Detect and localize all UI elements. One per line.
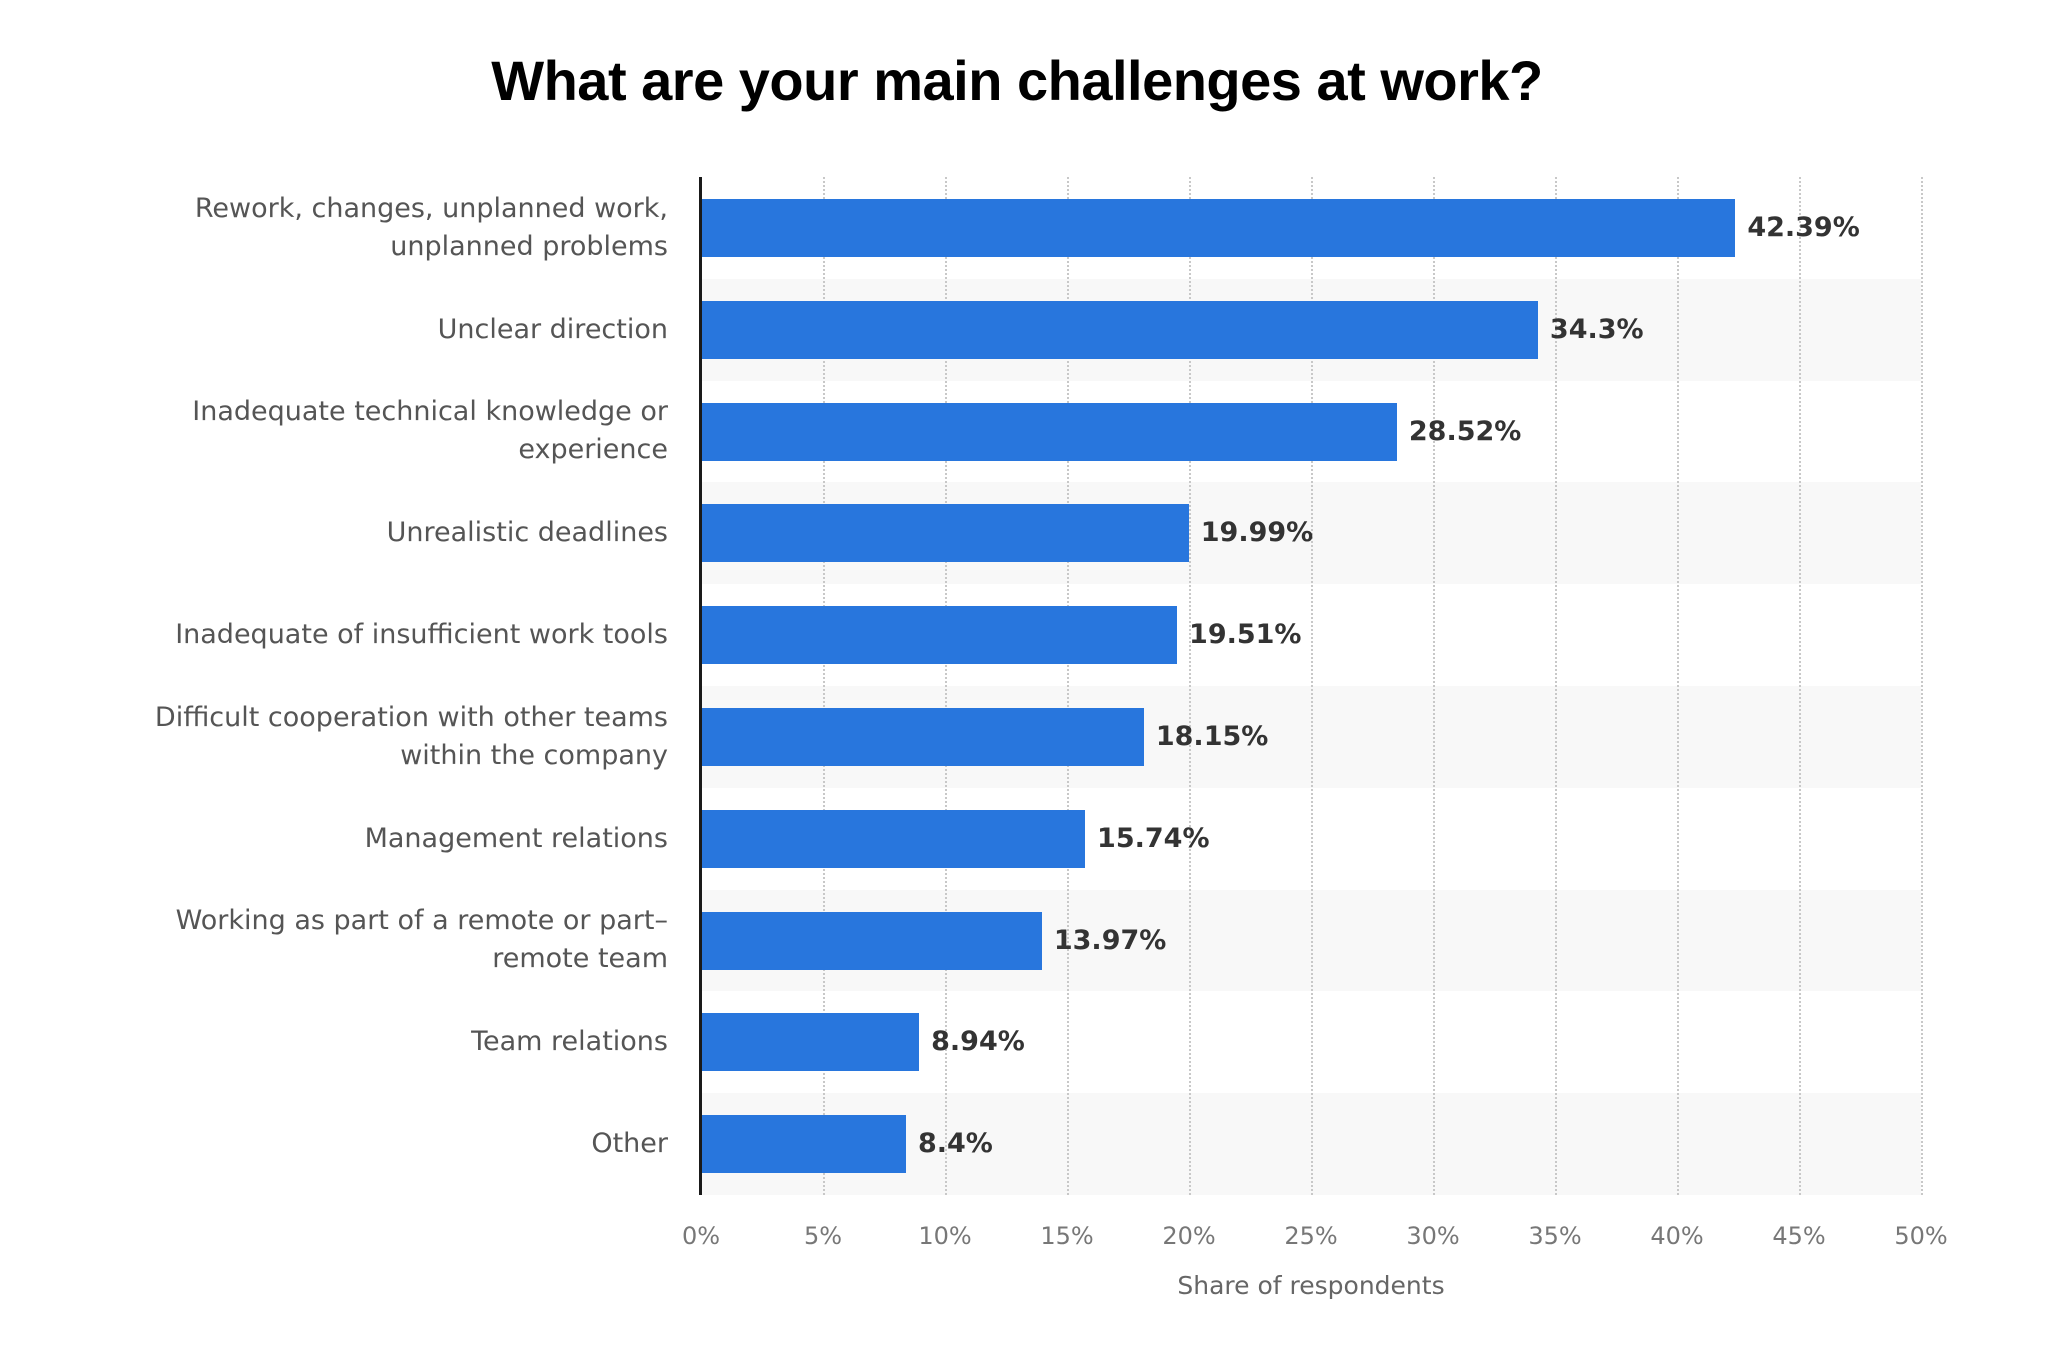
category-label-line: Difficult cooperation with other teams	[154, 701, 668, 733]
x-tick-label: 5%	[803, 1222, 843, 1250]
plot-area: 42.39% 34.3% 28.52% 19.99% 19.51% 18.15% 15.74…	[699, 177, 1923, 1195]
category-label-line: remote team	[492, 943, 668, 975]
category-label: Team relations	[48, 991, 668, 1093]
bar-value-label: 13.97%	[1053, 924, 1167, 956]
gridline	[1921, 177, 1923, 1195]
category-label: Unclear direction	[48, 279, 668, 381]
x-tick-label: 15%	[1040, 1222, 1094, 1250]
x-tick-label: 45%	[1772, 1222, 1826, 1250]
x-tick-label: 20%	[1162, 1222, 1216, 1250]
bar[interactable]	[701, 707, 1144, 766]
category-label-line: Unrealistic deadlines	[386, 517, 668, 549]
category-label-line: Team relations	[471, 1026, 668, 1058]
bar-value-label: 28.52%	[1408, 415, 1522, 447]
category-label-line: Inadequate technical knowledge or	[192, 396, 668, 428]
category-label: Other	[48, 1093, 668, 1195]
gridline	[1799, 177, 1801, 1195]
category-label-line: Inadequate of insufficient work tools	[175, 619, 668, 651]
bar[interactable]	[701, 809, 1086, 868]
bar-value-label: 42.39%	[1747, 211, 1860, 243]
bar[interactable]	[701, 1115, 906, 1174]
bar[interactable]	[701, 198, 1736, 257]
y-axis-line	[699, 177, 702, 1195]
category-label-line: Management relations	[364, 822, 668, 854]
bar-value-label: 18.15%	[1155, 720, 1269, 752]
x-tick-label: 10%	[918, 1222, 972, 1250]
gridline	[1067, 177, 1069, 1195]
category-label-line: Working as part of a remote or part–	[175, 905, 668, 937]
bar-value-label: 8.4%	[917, 1128, 993, 1160]
category-label: Difficult cooperation with other teams wi…	[48, 686, 668, 788]
bar-value-label: 34.3%	[1549, 313, 1644, 345]
category-label: Unrealistic deadlines	[48, 482, 668, 584]
bar-value-label: 15.74%	[1097, 822, 1210, 854]
gridline	[823, 177, 825, 1195]
category-label: Working as part of a remote or part– remo…	[48, 890, 668, 992]
gridline	[1555, 177, 1557, 1195]
x-tick-label: 0%	[681, 1222, 721, 1250]
gridline	[1433, 177, 1435, 1195]
bar[interactable]	[701, 606, 1178, 665]
bar[interactable]	[701, 504, 1189, 563]
category-label: Inadequate of insufficient work tools	[48, 584, 668, 686]
bar-value-label: 19.51%	[1189, 619, 1302, 651]
category-label-line: experience	[518, 434, 668, 466]
category-label-line: Unclear direction	[437, 313, 668, 345]
bar-value-label: 19.99%	[1200, 517, 1314, 549]
x-axis-title: Share of respondents	[1177, 1271, 1445, 1300]
category-label: Management relations	[48, 788, 668, 890]
x-tick-label: 25%	[1284, 1222, 1338, 1250]
bar[interactable]	[701, 402, 1397, 461]
x-tick-label: 35%	[1528, 1222, 1582, 1250]
category-label: Rework, changes, unplanned work, unplanne…	[48, 177, 668, 279]
x-tick-label: 40%	[1650, 1222, 1704, 1250]
category-label-line: within the company	[400, 739, 668, 771]
gridline	[1189, 177, 1191, 1195]
x-tick-label: 50%	[1894, 1222, 1948, 1250]
bar[interactable]	[701, 300, 1538, 359]
category-label-line: Other	[591, 1128, 668, 1160]
x-tick-label: 30%	[1406, 1222, 1460, 1250]
gridline	[945, 177, 947, 1195]
category-label-line: Rework, changes, unplanned work,	[194, 192, 668, 224]
gridline	[1677, 177, 1679, 1195]
category-label-line: unplanned problems	[390, 230, 668, 262]
bar[interactable]	[701, 911, 1042, 970]
category-label: Inadequate technical knowledge or experie…	[48, 381, 668, 483]
bar[interactable]	[701, 1013, 920, 1072]
gridline	[1311, 177, 1313, 1195]
bar-value-label: 8.94%	[931, 1026, 1025, 1058]
chart-title: What are your main challenges at work?	[491, 49, 1543, 112]
